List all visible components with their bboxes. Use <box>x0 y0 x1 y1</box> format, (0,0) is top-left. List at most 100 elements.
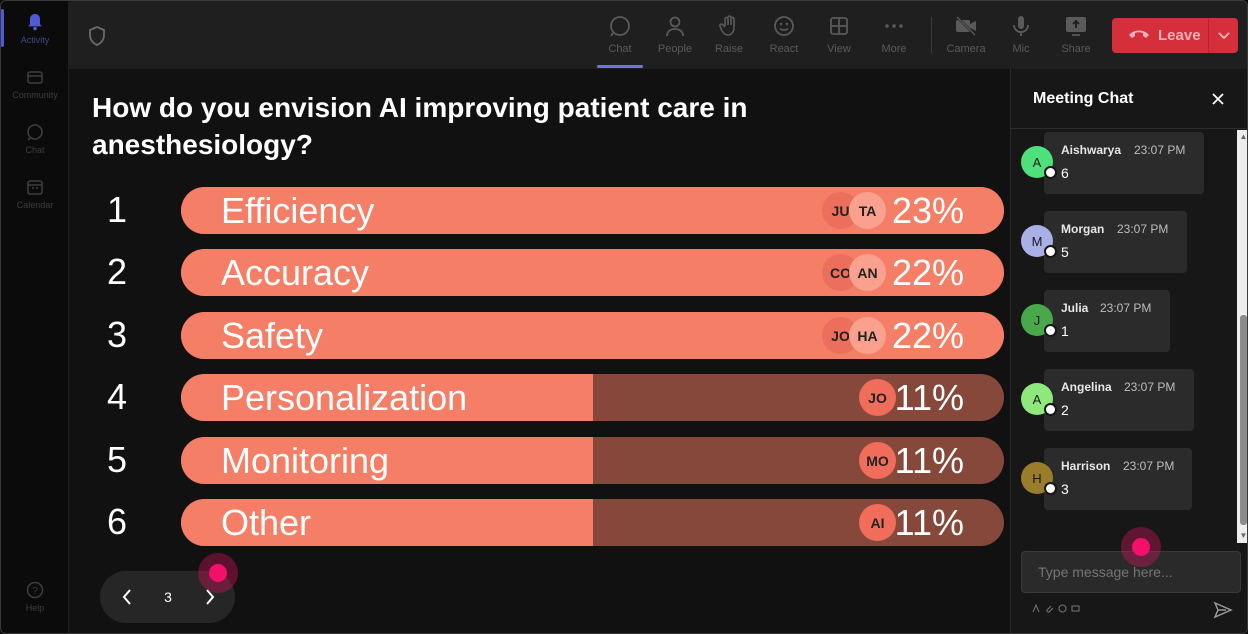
attach-icon[interactable] <box>1045 604 1054 613</box>
poll-question: How do you envision AI improving patient… <box>92 92 748 160</box>
message-bubble: Aishwarya 23:07 PM 6 <box>1044 132 1204 194</box>
message-time: 23:07 PM <box>1117 222 1169 236</box>
voter-avatar: AI <box>859 504 896 541</box>
option-percentage: 11% <box>894 377 964 418</box>
result-bar: Safety JO HA 22% <box>181 312 1004 359</box>
toolbar-camera-button[interactable]: Camera <box>939 11 993 63</box>
chat-message: Aishwarya 23:07 PM 6 A <box>1011 132 1241 196</box>
toolbar-more-button[interactable]: More <box>867 11 921 63</box>
option-label: Other <box>221 502 312 543</box>
result-bar: Accuracy CO AN 22% <box>181 249 1004 296</box>
voter-avatar: HA <box>849 317 886 354</box>
toolbar-label: Share <box>1061 43 1091 55</box>
avatar: M <box>1021 225 1053 257</box>
chat-scrollbar[interactable]: ▲ ▼ <box>1237 130 1248 543</box>
chat-icon <box>607 13 633 39</box>
meeting-chat-panel: Meeting Chat Aishwarya 23:07 PM 6 A Morgan 23… <box>1010 69 1248 633</box>
chat-icon <box>24 121 46 143</box>
poll-option-row: 4 Personalization JO 11% <box>69 374 1010 422</box>
gif-icon[interactable] <box>1071 604 1080 613</box>
poll-option-row: 5 Monitoring MO 11% <box>69 437 1010 485</box>
toolbar-label: React <box>769 43 799 55</box>
shield-icon <box>87 25 107 47</box>
toolbar-view-button[interactable]: View <box>812 11 866 63</box>
result-bar-fill <box>181 499 593 546</box>
rail-item-chat[interactable]: Chat <box>1 111 69 163</box>
voter-avatar: MO <box>859 442 896 479</box>
result-bar: Other AI 11% <box>181 499 1004 546</box>
option-percentage: 22% <box>891 315 964 356</box>
sender-name: Angelina <box>1061 380 1112 394</box>
voter-avatar: JO <box>859 379 896 416</box>
close-icon[interactable] <box>1208 89 1228 109</box>
option-label: Personalization <box>221 377 468 418</box>
toolbar-share-button[interactable]: Share <box>1049 11 1103 63</box>
help-icon: ? <box>24 579 46 601</box>
chat-header: Meeting Chat <box>1011 69 1247 129</box>
option-label: Monitoring <box>221 440 390 481</box>
chat-message: Harrison 23:07 PM 3 H <box>1011 448 1241 512</box>
chat-message: Morgan 23:07 PM 5 M <box>1011 211 1241 275</box>
toolbar-label: Raise <box>714 43 744 55</box>
share-icon <box>1063 13 1089 39</box>
rail-item-activity[interactable]: Activity <box>1 1 69 53</box>
leave-button[interactable]: Leave <box>1112 18 1238 53</box>
chat-message-list: Aishwarya 23:07 PM 6 A Morgan 23:07 PM 5 M Julia… <box>1011 130 1247 543</box>
chevron-right-icon[interactable] <box>197 584 223 610</box>
voter-avatar: AN <box>849 254 886 291</box>
chat-formatting-tools <box>1032 604 1080 613</box>
scrollbar-thumb[interactable] <box>1240 315 1247 525</box>
rail-item-help[interactable]: ? Help <box>1 569 69 621</box>
poll-option-row: 1 Efficiency JU TA 23% <box>69 187 1010 235</box>
rail-item-community[interactable]: Community <box>1 56 69 108</box>
chevron-left-icon[interactable] <box>114 584 140 610</box>
toolbar-react-button[interactable]: React <box>757 11 811 63</box>
send-icon[interactable] <box>1213 600 1233 620</box>
message-time: 23:07 PM <box>1124 380 1176 394</box>
cursor-indicator <box>198 553 238 593</box>
chat-message-input[interactable] <box>1021 551 1241 593</box>
toolbar-label: People <box>657 43 693 55</box>
option-number: 4 <box>107 376 128 417</box>
chevron-down-icon[interactable] <box>1208 18 1238 53</box>
result-bar: Monitoring MO 11% <box>181 437 1004 484</box>
community-icon <box>24 66 46 88</box>
toolbar-mic-button[interactable]: Mic <box>994 11 1048 63</box>
toolbar-divider <box>931 17 932 53</box>
rail-label: Community <box>12 90 58 100</box>
scroll-down-icon[interactable]: ▼ <box>1239 531 1248 540</box>
emoji-icon[interactable] <box>1058 604 1067 613</box>
message-text: 1 <box>1061 323 1069 339</box>
rail-label: Activity <box>20 35 50 45</box>
format-icon[interactable] <box>1032 604 1041 613</box>
message-time: 23:07 PM <box>1123 459 1175 473</box>
toolbar-chat-button[interactable]: Chat <box>593 11 647 68</box>
sender-name: Harrison <box>1061 459 1111 473</box>
option-number: 1 <box>107 189 128 230</box>
result-bar-fill <box>181 437 593 484</box>
option-percentage: 23% <box>891 190 964 231</box>
option-percentage: 22% <box>891 252 964 293</box>
option-label: Efficiency <box>221 190 375 231</box>
toolbar-raise-button[interactable]: Raise <box>702 11 756 63</box>
chat-message: Julia 23:07 PM 1 J <box>1011 290 1241 354</box>
message-bubble: Morgan 23:07 PM 5 <box>1044 211 1187 273</box>
presence-status <box>1044 324 1057 337</box>
voter-avatar: TA <box>849 192 886 229</box>
rail-label: Calendar <box>16 200 54 210</box>
message-bubble: Harrison 23:07 PM 3 <box>1044 448 1192 510</box>
camera-off-icon <box>953 13 979 39</box>
toolbar-people-button[interactable]: People <box>648 11 702 63</box>
option-percentage: 11% <box>894 440 964 481</box>
sender-name: Julia <box>1061 301 1089 315</box>
toolbar-label: Camera <box>946 43 986 55</box>
result-bar: Personalization JO 11% <box>181 374 1004 421</box>
left-rail: Activity Community Chat Calendar ? Help <box>1 1 69 633</box>
rail-item-calendar[interactable]: Calendar <box>1 166 69 218</box>
scroll-up-icon[interactable]: ▲ <box>1239 132 1248 141</box>
option-number: 6 <box>107 501 128 542</box>
calendar-icon <box>24 176 46 198</box>
message-time: 23:07 PM <box>1134 143 1186 157</box>
message-bubble: Julia 23:07 PM 1 <box>1044 290 1170 352</box>
